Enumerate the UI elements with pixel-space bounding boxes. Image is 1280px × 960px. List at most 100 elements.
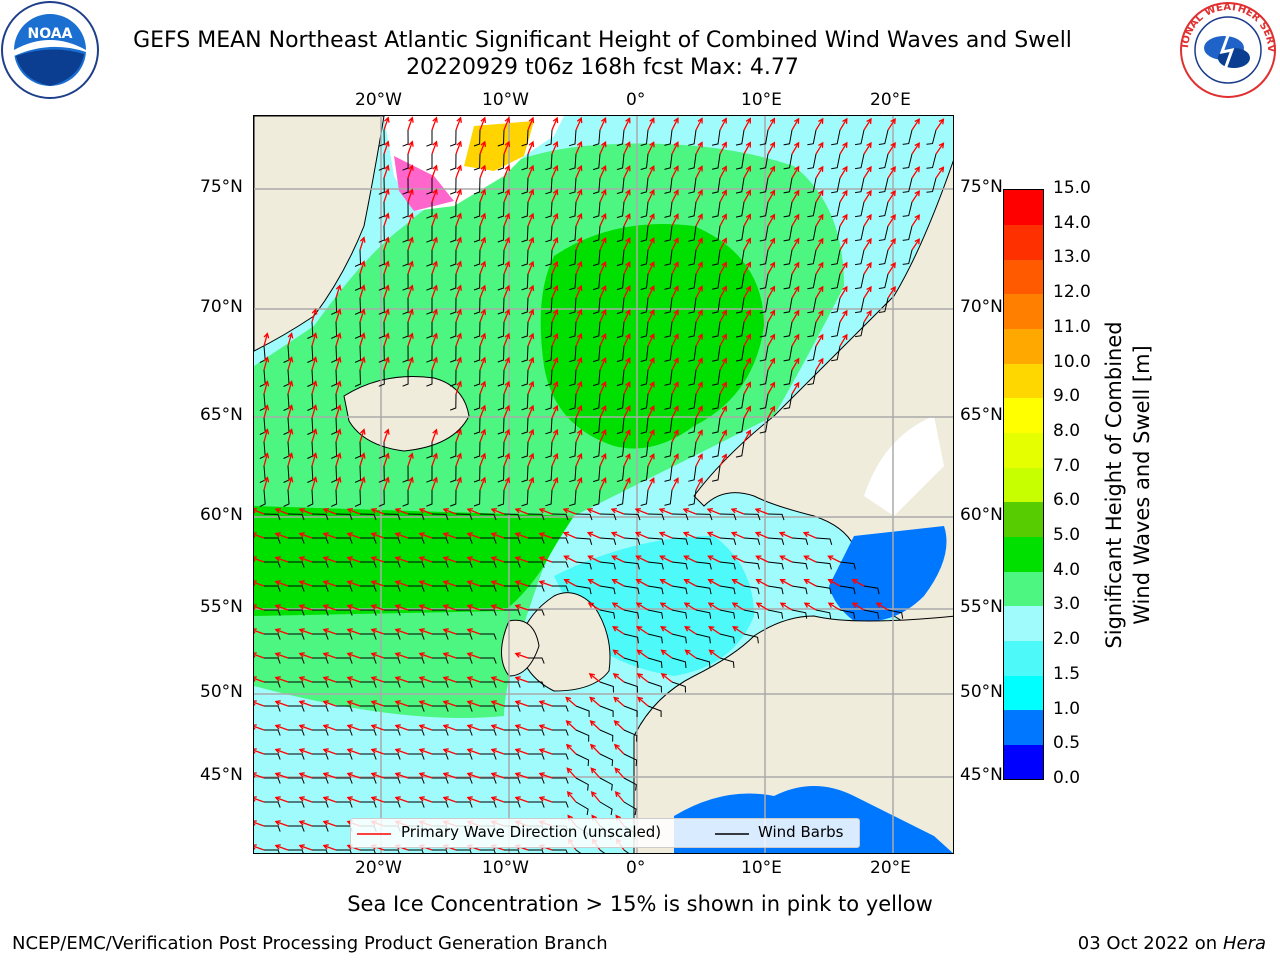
wave-direction-arrowhead [298, 507, 305, 514]
wave-direction-arrow [614, 767, 625, 779]
wind-barb [473, 321, 481, 339]
wind-barb [384, 681, 401, 688]
wave-direction-arrowhead [721, 117, 727, 124]
wave-direction-arrowhead [394, 652, 401, 658]
wave-direction-arrow [599, 381, 607, 395]
wave-direction-arrowhead [370, 748, 377, 754]
wave-direction-arrow [503, 309, 510, 323]
wind-barb [528, 609, 545, 616]
wave-direction-arrow [575, 405, 582, 419]
wind-barb [521, 201, 529, 219]
wave-direction-arrow [347, 796, 361, 803]
wave-direction-arrow [347, 676, 361, 683]
wave-direction-arrowhead [335, 356, 342, 363]
wind-barb [640, 441, 649, 458]
wave-direction-arrowhead [827, 555, 834, 561]
wave-direction-arrowhead [490, 556, 497, 562]
wave-direction-arrowhead [359, 452, 366, 459]
wind-barb [528, 537, 545, 544]
wave-direction-arrow [419, 580, 433, 587]
wave-direction-arrow [636, 555, 649, 563]
wave-direction-arrow [323, 796, 337, 803]
wind-barb [528, 753, 545, 760]
wave-direction-arrowhead [649, 189, 655, 196]
wave-direction-arrowhead [576, 332, 583, 340]
wave-direction-arrow [347, 508, 361, 515]
wave-direction-arrowhead [649, 381, 655, 388]
wave-direction-arrowhead [635, 555, 642, 561]
wind-barb [902, 201, 913, 217]
wind-barb [528, 729, 545, 736]
wind-barb [719, 609, 736, 619]
wave-direction-arrowhead [254, 507, 257, 514]
wave-direction-arrow [791, 118, 800, 131]
wave-direction-arrow [623, 430, 631, 443]
wind-barb [402, 321, 409, 339]
wave-direction-arrow [455, 453, 462, 467]
wave-direction-arrowhead [634, 507, 641, 514]
wave-direction-arrowhead [745, 405, 751, 412]
wind-barb [815, 609, 832, 619]
wave-direction-arrowhead [384, 284, 390, 291]
wave-direction-arrow [275, 532, 289, 539]
wind-barb [640, 249, 649, 266]
wind-barb [473, 489, 481, 507]
wave-direction-arrow [575, 381, 582, 395]
wave-direction-arrow [623, 286, 631, 299]
wave-direction-arrow [599, 333, 607, 347]
wave-direction-arrowhead [601, 428, 607, 436]
wind-barb [456, 537, 473, 544]
wave-direction-arrow [254, 701, 265, 707]
wave-direction-arrowhead [649, 141, 655, 148]
wave-direction-arrow [539, 748, 553, 755]
wave-direction-arrowhead [721, 285, 727, 292]
wind-barb [759, 177, 769, 194]
wind-barb [473, 225, 481, 243]
wave-direction-arrowhead [514, 556, 521, 562]
wave-direction-arrowhead [612, 673, 619, 679]
wind-barb [480, 609, 497, 616]
wave-direction-arrow [395, 580, 409, 587]
wave-direction-arrow [455, 189, 462, 203]
wave-direction-arrow [407, 357, 413, 371]
wave-direction-arrow [743, 310, 751, 323]
wave-direction-arrowhead [818, 165, 824, 172]
wave-direction-arrowhead [778, 531, 786, 538]
wind-barb [695, 585, 712, 595]
wave-direction-arrow [695, 262, 703, 275]
wind-barb [456, 681, 473, 688]
wave-direction-arrow [683, 508, 697, 515]
wave-direction-arrow [467, 628, 481, 635]
wave-direction-arrowhead [721, 237, 727, 244]
wave-direction-arrowhead [418, 652, 425, 658]
wave-direction-arrow [299, 820, 313, 827]
wind-barb [378, 153, 385, 171]
wave-direction-arrow [539, 700, 553, 707]
wave-direction-arrowhead [613, 743, 620, 750]
wind-barb [616, 129, 625, 147]
wave-direction-arrow [407, 189, 413, 203]
wave-direction-arrowhead [311, 452, 318, 459]
wind-barb [640, 225, 649, 242]
wave-direction-arrowhead [754, 531, 762, 538]
wave-direction-arrowhead [731, 602, 738, 608]
wind-barb [521, 441, 529, 459]
wave-direction-arrow [275, 556, 289, 563]
wave-direction-arrow [515, 532, 529, 539]
wave-direction-arrowhead [442, 700, 449, 706]
wave-direction-arrowhead [254, 724, 257, 730]
wave-direction-arrowhead [625, 285, 631, 292]
wave-direction-arrowhead [274, 628, 281, 634]
wave-direction-arrow [371, 676, 385, 683]
wave-direction-arrowhead [359, 236, 366, 243]
colorbar-cell [1004, 190, 1043, 226]
wave-direction-arrowhead [408, 356, 414, 363]
wave-direction-arrowhead [634, 531, 642, 538]
wave-direction-arrow [263, 429, 269, 443]
wave-direction-arrow [383, 141, 389, 155]
wave-direction-arrow [767, 334, 775, 347]
wave-direction-arrow [659, 532, 673, 539]
wave-direction-arrowhead [818, 357, 824, 364]
wind-barb [569, 153, 577, 171]
wave-direction-arrow [311, 429, 317, 443]
